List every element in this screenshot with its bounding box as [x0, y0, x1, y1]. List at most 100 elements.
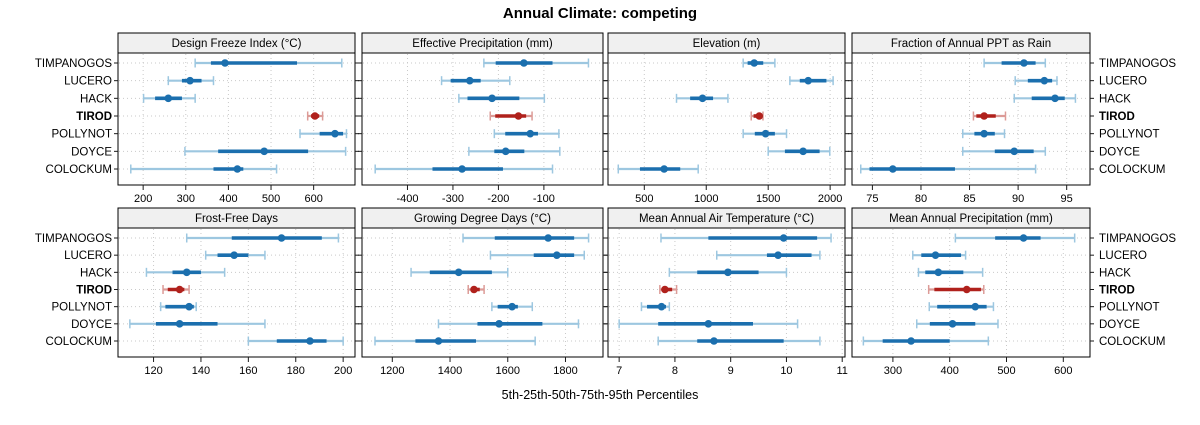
x-tick-label: 7: [616, 365, 622, 377]
site-label-left: POLLYNOT: [52, 302, 113, 314]
median-dot: [331, 129, 339, 138]
site-label-left: TIMPANOGOS: [35, 233, 112, 245]
x-tick-label: 11: [837, 365, 848, 377]
median-dot: [458, 165, 466, 173]
median-dot: [1051, 94, 1059, 103]
site-label-left: LUCERO: [64, 250, 112, 262]
median-dot: [962, 285, 971, 294]
median-dot: [186, 76, 194, 85]
median-dot: [230, 251, 238, 259]
median-dot: [454, 268, 463, 277]
x-tick-label: 600: [304, 193, 322, 205]
x-tick-label: 1600: [496, 365, 520, 377]
x-tick-label: 1500: [756, 193, 780, 205]
median-dot: [501, 147, 510, 156]
x-tick-label: -400: [396, 193, 418, 205]
site-label-left: TIROD: [76, 111, 112, 123]
x-tick-label: -100: [533, 193, 555, 205]
site-label-right: COLOCKUM: [1099, 164, 1165, 176]
median-dot: [434, 337, 443, 345]
x-tick-label: 1400: [438, 365, 462, 377]
site-label-right: TIROD: [1099, 111, 1135, 123]
panel-area: [117, 227, 356, 358]
median-dot: [755, 112, 764, 120]
x-tick-label: 500: [635, 193, 653, 205]
site-label-right: HACK: [1099, 267, 1131, 279]
x-tick-label: 1800: [553, 365, 577, 377]
x-tick-label: 300: [177, 193, 195, 205]
strip-title: Design Freeze Index (°C): [172, 38, 302, 50]
x-tick-label: -300: [442, 193, 464, 205]
x-tick-label: 2000: [818, 193, 842, 205]
strip-title: Frost-Free Days: [195, 213, 278, 225]
median-dot: [175, 285, 184, 294]
median-dot: [495, 320, 503, 328]
x-tick-label: 500: [262, 193, 280, 205]
median-dot: [980, 112, 988, 120]
panel-area: [607, 227, 846, 358]
x-tick-label: 200: [334, 365, 352, 377]
x-tick-label: 1200: [380, 365, 404, 377]
median-dot: [934, 268, 943, 277]
x-tick-label: 8: [672, 365, 678, 377]
median-dot: [488, 94, 496, 103]
x-tick-label: 90: [1012, 193, 1024, 205]
median-dot: [931, 251, 940, 259]
panel-area: [361, 52, 604, 186]
x-tick-label: 120: [144, 365, 162, 377]
strip-title: Effective Precipitation (mm): [412, 38, 553, 50]
median-dot: [544, 234, 552, 242]
median-dot: [185, 302, 193, 311]
median-dot: [698, 94, 707, 103]
x-tick-label: 80: [915, 193, 927, 205]
x-tick-label: 300: [884, 365, 902, 377]
median-dot: [804, 76, 813, 85]
median-dot: [799, 147, 807, 156]
x-tick-label: 140: [192, 365, 210, 377]
x-tick-label: 1000: [694, 193, 718, 205]
median-dot: [260, 147, 269, 156]
site-label-left: DOYCE: [71, 146, 112, 158]
median-dot: [774, 251, 782, 259]
site-label-right: LUCERO: [1099, 250, 1147, 262]
median-dot: [907, 337, 915, 345]
median-dot: [311, 112, 319, 120]
median-dot: [761, 129, 770, 138]
site-label-right: TIROD: [1099, 285, 1135, 297]
median-dot: [724, 268, 732, 277]
median-dot: [520, 59, 528, 67]
median-dot: [233, 165, 242, 173]
site-label-right: POLLYNOT: [1099, 129, 1160, 141]
site-label-right: TIMPANOGOS: [1099, 58, 1176, 70]
strip-title: Mean Annual Precipitation (mm): [889, 213, 1053, 225]
site-label-left: HACK: [80, 267, 112, 279]
x-tick-label: 160: [239, 365, 257, 377]
x-tick-label: 95: [1061, 193, 1073, 205]
strip-title: Mean Annual Air Temperature (°C): [639, 213, 814, 225]
median-dot: [657, 302, 666, 311]
median-dot: [182, 268, 191, 277]
median-dot: [306, 337, 314, 345]
x-tick-label: 9: [728, 365, 734, 377]
site-label-left: COLOCKUM: [46, 164, 112, 176]
x-tick-label: 85: [963, 193, 975, 205]
median-dot: [948, 320, 957, 328]
strip-title: Fraction of Annual PPT as Rain: [891, 38, 1051, 50]
median-dot: [465, 76, 474, 85]
median-dot: [971, 302, 980, 311]
x-tick-label: 400: [941, 365, 959, 377]
x-tick-label: 75: [866, 193, 878, 205]
site-label-left: POLLYNOT: [52, 129, 113, 141]
panel-area: [117, 52, 356, 186]
median-dot: [470, 285, 478, 294]
x-axis-caption: 5th-25th-50th-75th-95th Percentiles: [501, 388, 699, 402]
median-dot: [526, 129, 535, 138]
strip-title: Growing Degree Days (°C): [414, 213, 551, 225]
site-label-left: COLOCKUM: [46, 336, 112, 348]
median-dot: [508, 302, 516, 311]
x-tick-label: 500: [997, 365, 1015, 377]
median-dot: [221, 59, 229, 67]
site-label-left: HACK: [80, 93, 112, 105]
